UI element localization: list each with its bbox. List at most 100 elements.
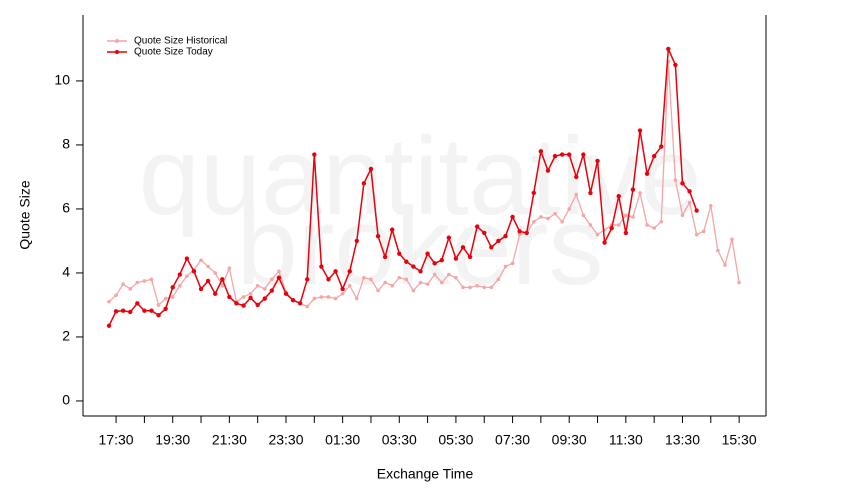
- y-tick-label: 10: [54, 72, 70, 88]
- point: [397, 275, 402, 280]
- point: [630, 187, 636, 192]
- point: [142, 308, 147, 313]
- point: [220, 283, 225, 288]
- point: [333, 296, 338, 301]
- x-tick-label: 23:30: [268, 432, 303, 448]
- point: [588, 190, 593, 196]
- point: [567, 207, 571, 211]
- point: [595, 232, 600, 237]
- point: [616, 223, 621, 227]
- point: [135, 280, 140, 285]
- point: [645, 223, 649, 227]
- point: [624, 213, 628, 218]
- point: [156, 312, 161, 318]
- legend-label: Quote Size Historical: [134, 36, 227, 47]
- point: [560, 219, 564, 224]
- point: [432, 272, 437, 277]
- point: [574, 174, 579, 180]
- point: [312, 152, 317, 157]
- point: [687, 189, 692, 194]
- point: [241, 295, 246, 299]
- point: [120, 308, 126, 313]
- point: [411, 288, 416, 293]
- point: [283, 291, 289, 296]
- point: [262, 287, 267, 291]
- y-axis-label: Quote Size: [17, 180, 33, 249]
- point: [362, 275, 366, 280]
- point: [149, 308, 154, 313]
- point: [694, 208, 699, 213]
- point: [453, 256, 459, 261]
- point: [659, 144, 664, 149]
- point: [383, 280, 387, 285]
- point: [297, 301, 303, 306]
- point: [595, 158, 600, 164]
- point: [517, 229, 522, 234]
- point: [623, 230, 629, 236]
- y-tick-label: 4: [62, 264, 70, 280]
- point: [376, 288, 380, 293]
- point: [390, 283, 395, 288]
- point: [149, 277, 154, 282]
- point: [326, 295, 331, 299]
- point: [170, 295, 175, 299]
- point: [220, 277, 225, 282]
- point: [347, 269, 352, 274]
- point: [255, 302, 260, 308]
- x-tick-label: 09:30: [552, 432, 587, 448]
- point: [276, 275, 282, 280]
- point: [248, 295, 253, 301]
- point: [333, 269, 338, 274]
- point: [723, 263, 727, 267]
- point: [361, 181, 367, 186]
- point: [135, 301, 140, 306]
- point: [631, 215, 635, 219]
- point: [340, 291, 345, 296]
- point: [277, 269, 281, 274]
- x-tick-label: 17:30: [99, 432, 134, 448]
- point: [368, 166, 374, 172]
- x-tick-label: 05:30: [438, 432, 473, 448]
- y-tick-label: 2: [62, 328, 70, 344]
- point: [107, 299, 111, 304]
- point: [156, 303, 161, 307]
- point: [644, 171, 650, 176]
- point: [517, 232, 522, 237]
- point: [694, 232, 699, 237]
- point: [652, 226, 656, 230]
- watermark: quantitative: [139, 115, 702, 238]
- point: [474, 224, 480, 229]
- point: [454, 275, 458, 280]
- point: [305, 277, 310, 282]
- x-tick-label: 13:30: [665, 432, 700, 448]
- point: [616, 193, 621, 199]
- point: [503, 264, 508, 269]
- watermark: brokers: [237, 185, 604, 308]
- point: [411, 264, 416, 269]
- point: [347, 283, 352, 288]
- point: [425, 282, 430, 286]
- point: [716, 248, 720, 253]
- point: [467, 254, 473, 260]
- point: [574, 192, 579, 197]
- point: [340, 286, 345, 292]
- point: [326, 277, 331, 282]
- x-tick-label: 03:30: [382, 432, 417, 448]
- point: [737, 280, 741, 285]
- point: [177, 272, 182, 277]
- y-tick-label: 8: [62, 136, 70, 152]
- point: [475, 283, 479, 288]
- point: [404, 259, 409, 264]
- point: [489, 245, 494, 250]
- point: [496, 238, 501, 244]
- point: [241, 303, 246, 308]
- point: [666, 46, 671, 52]
- x-tick-label: 19:30: [155, 432, 190, 448]
- point: [185, 274, 189, 278]
- point: [106, 323, 112, 328]
- point: [638, 191, 642, 195]
- point: [687, 200, 692, 205]
- y-tick-label: 6: [62, 200, 70, 216]
- point: [524, 230, 529, 236]
